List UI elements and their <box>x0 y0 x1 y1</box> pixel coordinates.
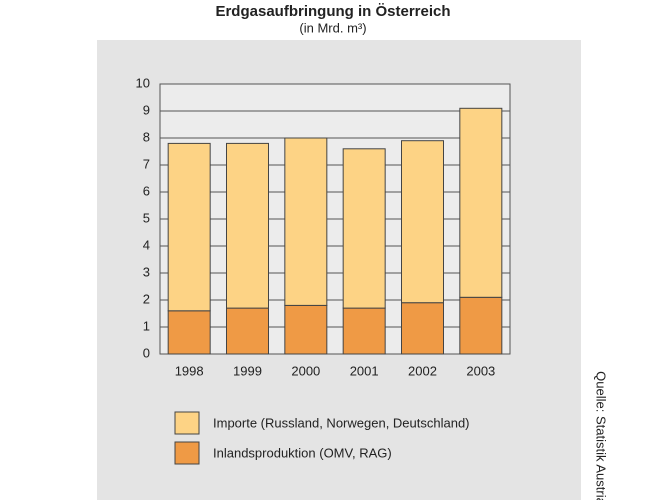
y-tick-label: 4 <box>143 237 150 252</box>
x-tick-label: 2003 <box>466 363 495 378</box>
legend-label: Importe (Russland, Norwegen, Deutschland… <box>213 415 470 430</box>
x-tick-label: 2000 <box>291 363 320 378</box>
bar-segment <box>342 307 386 355</box>
y-tick-label: 7 <box>143 156 150 171</box>
bar-segment <box>459 296 503 355</box>
bar-segment <box>284 304 328 355</box>
legend-swatch <box>174 411 200 435</box>
y-tick-label: 1 <box>143 318 150 333</box>
chart-subtitle: (in Mrd. m³) <box>299 20 366 35</box>
bar-segment <box>226 142 269 309</box>
source: Quelle: Statistik Austria <box>594 371 609 500</box>
bar-segment <box>226 307 269 355</box>
bar-segment <box>342 148 386 309</box>
y-tick-label: 2 <box>143 291 150 306</box>
x-tick-label: 1998 <box>175 363 204 378</box>
bar-segment <box>459 107 503 298</box>
chart-title: Erdgasaufbringung in Österreich <box>215 3 450 20</box>
bar-segment <box>401 140 444 304</box>
x-tick-label: 2002 <box>408 363 437 378</box>
y-tick-label: 10 <box>136 75 150 90</box>
y-tick-label: 3 <box>143 264 150 279</box>
bar-segment <box>401 302 444 355</box>
bar-segment <box>167 310 211 355</box>
y-tick-label: 5 <box>143 210 150 225</box>
legend-swatch <box>174 441 200 465</box>
y-tick-label: 6 <box>143 183 150 198</box>
y-tick-label: 9 <box>143 102 150 117</box>
bar-segment <box>284 137 328 306</box>
legend-label: Inlandsproduktion (OMV, RAG) <box>213 445 392 460</box>
x-tick-label: 2001 <box>350 363 379 378</box>
x-tick-label: 1999 <box>233 363 262 378</box>
y-tick-label: 0 <box>143 345 150 360</box>
y-tick-label: 8 <box>143 129 150 144</box>
bar-segment <box>167 142 211 312</box>
